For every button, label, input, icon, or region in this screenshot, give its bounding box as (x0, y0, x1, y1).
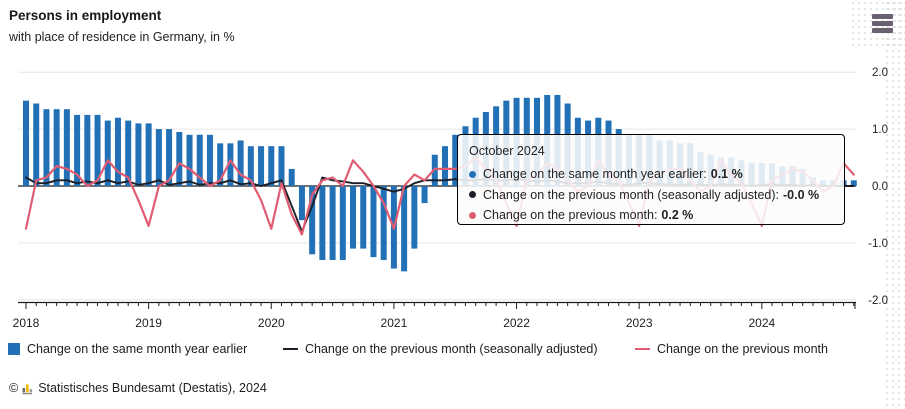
tooltip-row-value: 0.1 % (710, 167, 743, 181)
yoy-change-bar[interactable] (370, 186, 377, 258)
yoy-change-bar[interactable] (206, 134, 213, 186)
source-text: Statistisches Bundesamt (Destatis), 2024 (38, 381, 267, 395)
black-line-swatch-icon (283, 347, 298, 351)
yoy-change-bar[interactable] (309, 186, 316, 255)
hamburger-menu-icon[interactable] (872, 14, 893, 33)
tooltip-row: Change on the previous month: 0.2 % (469, 205, 833, 226)
yoy-change-bar[interactable] (380, 186, 387, 260)
yoy-change-bar[interactable] (23, 100, 29, 186)
y-axis-tick-label: 2.0 (872, 67, 888, 79)
hamburger-bar (872, 14, 893, 19)
legend-item-mom-sa[interactable]: Change on the previous month (seasonally… (283, 342, 598, 356)
yoy-change-bar[interactable] (850, 180, 857, 186)
background-dots-pattern (884, 0, 905, 409)
yoy-change-bar[interactable] (237, 140, 244, 186)
yoy-change-bar[interactable] (217, 143, 224, 186)
yoy-change-bar[interactable] (298, 186, 305, 221)
x-axis-year-label: 2019 (135, 316, 162, 330)
destatis-bar-chart-icon (22, 384, 33, 394)
legend-label: Change on the previous month (657, 342, 828, 356)
yoy-change-bar[interactable] (258, 146, 265, 186)
yoy-change-bar[interactable] (84, 114, 91, 186)
yoy-change-bar[interactable] (452, 134, 459, 186)
source-attribution: © Statistisches Bundesamt (Destatis), 20… (9, 381, 267, 395)
yoy-change-bar[interactable] (176, 131, 183, 186)
yoy-change-bar[interactable] (339, 186, 346, 260)
tooltip-row: Change on the previous month (seasonally… (469, 185, 833, 206)
yoy-change-bar[interactable] (268, 146, 275, 186)
legend-item-yoy[interactable]: Change on the same month year earlier (8, 342, 247, 356)
legend-label: Change on the same month year earlier (27, 342, 248, 356)
yoy-change-bar[interactable] (278, 146, 285, 186)
x-axis-year-label: 2024 (748, 316, 775, 330)
yoy-change-bar[interactable] (145, 123, 152, 186)
yoy-change-bar[interactable] (135, 123, 142, 186)
tooltip-row-label: Change on the previous month: (483, 208, 658, 222)
y-axis-tick-label: -1.0 (868, 238, 888, 250)
legend-item-mom[interactable]: Change on the previous month (635, 342, 828, 356)
y-axis-tick-label: 0.0 (872, 181, 888, 193)
blue-series-dot-icon (469, 170, 476, 178)
yoy-change-bar[interactable] (421, 186, 428, 204)
yoy-change-bar[interactable] (401, 186, 408, 272)
yoy-change-bar[interactable] (186, 134, 193, 186)
yoy-change-bar[interactable] (360, 186, 367, 249)
yoy-change-bar[interactable] (411, 186, 418, 249)
page-subtitle: with place of residence in Germany, in % (9, 30, 235, 44)
y-axis-tick-label: -2.0 (868, 295, 888, 307)
tooltip-row-value: 0.2 % (661, 208, 694, 222)
yoy-change-bar[interactable] (442, 146, 449, 186)
yoy-change-bar[interactable] (43, 109, 50, 186)
tooltip-title: October 2024 (469, 144, 545, 158)
yoy-change-bar[interactable] (114, 117, 121, 186)
tooltip-row: Change on the same month year earlier: 0… (469, 164, 833, 185)
yoy-change-bar[interactable] (33, 103, 40, 186)
yoy-change-bar[interactable] (74, 114, 81, 186)
tooltip-row-label: Change on the same month year earlier: (483, 167, 707, 181)
chart-tooltip: October 2024 Change on the same month ye… (457, 134, 845, 225)
yoy-change-bar[interactable] (329, 186, 336, 260)
blue-square-swatch-icon (8, 343, 20, 355)
x-axis-year-label: 2022 (503, 316, 530, 330)
yoy-change-bar[interactable] (319, 186, 326, 260)
yoy-change-bar[interactable] (53, 109, 60, 186)
yoy-change-bar[interactable] (288, 168, 295, 186)
yoy-change-bar[interactable] (104, 120, 111, 186)
x-axis-year-label: 2023 (626, 316, 653, 330)
yoy-change-bar[interactable] (350, 186, 357, 249)
page-title: Persons in employment (9, 8, 162, 23)
yoy-change-bar[interactable] (155, 129, 162, 186)
yoy-change-bar[interactable] (125, 120, 132, 186)
yoy-change-bar[interactable] (166, 129, 173, 186)
copyright-symbol: © (9, 381, 19, 395)
x-axis-year-label: 2020 (258, 316, 285, 330)
x-axis-year-label: 2021 (381, 316, 408, 330)
legend-label: Change on the previous month (seasonally… (305, 342, 598, 356)
yoy-change-bar[interactable] (63, 109, 70, 186)
yoy-change-bar[interactable] (227, 143, 234, 186)
yoy-change-bar[interactable] (247, 146, 254, 186)
x-axis-year-label: 2018 (13, 316, 40, 330)
y-axis-tick-label: 1.0 (872, 124, 888, 136)
tooltip-row-value: -0.0 % (783, 187, 820, 202)
tooltip-row-label: Change on the previous month (seasonally… (483, 187, 780, 202)
hamburger-bar (872, 28, 893, 33)
yoy-change-bar[interactable] (196, 134, 203, 186)
chart-legend: Change on the same month year earlier Ch… (0, 342, 905, 362)
yoy-change-bar[interactable] (94, 114, 101, 186)
red-series-dot-icon (469, 211, 476, 219)
black-series-dot-icon (469, 191, 476, 199)
red-line-swatch-icon (635, 347, 650, 351)
hamburger-bar (872, 21, 893, 26)
